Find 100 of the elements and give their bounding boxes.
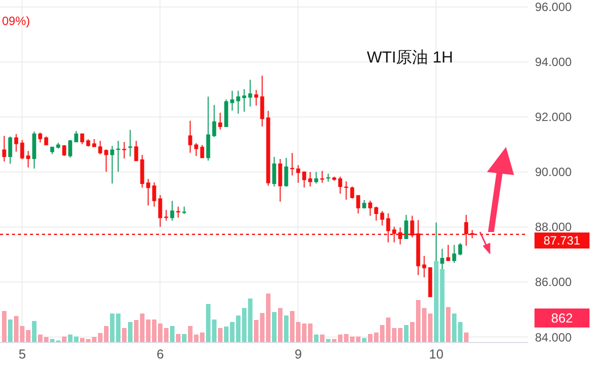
candlestick	[68, 140, 72, 158]
annotation: 09%)	[2, 14, 30, 28]
bar	[62, 336, 67, 342]
bar	[272, 312, 277, 342]
y-tick-label: 94.000	[535, 55, 572, 70]
y-tick-label: 88.000	[535, 220, 572, 234]
candlestick	[98, 140, 102, 155]
candlestick	[230, 90, 234, 112]
candlestick	[56, 142, 60, 150]
candlestick	[122, 141, 126, 159]
candlestick	[62, 144, 66, 156]
candlestick	[368, 200, 372, 216]
candlestick	[194, 142, 198, 156]
candlestick	[404, 214, 408, 240]
candlestick	[86, 138, 90, 148]
y-tick-label: 84.000	[535, 330, 572, 344]
bar	[218, 328, 223, 342]
candlestick	[296, 164, 300, 184]
candlestick	[266, 110, 270, 186]
candlestick	[248, 79, 252, 107]
bar	[170, 326, 175, 342]
candlestick	[50, 146, 54, 155]
candlestick	[92, 138, 96, 148]
candlestick	[104, 148, 108, 172]
candlestick	[452, 244, 456, 264]
candlestick	[200, 144, 204, 158]
candlestick	[110, 145, 114, 184]
candlestick	[116, 140, 120, 172]
candlestick	[260, 75, 264, 128]
candlestick	[20, 140, 24, 160]
y-tick-label: 92.000	[535, 110, 572, 124]
candlestick	[38, 132, 42, 144]
candlestick	[302, 171, 306, 188]
candlestick	[284, 157, 288, 188]
candlestick	[8, 136, 12, 164]
bar	[320, 334, 325, 342]
candlestick	[362, 200, 366, 210]
candlestick	[446, 244, 450, 262]
x-tick-label: 5	[18, 346, 26, 362]
candlestick	[218, 112, 222, 130]
ref-line-label: 87.731	[543, 234, 581, 248]
candlestick	[158, 194, 162, 228]
y-tick-label: 90.000	[535, 165, 572, 180]
candlestick	[14, 133, 18, 152]
candlestick	[188, 120, 192, 154]
candlestick	[134, 140, 138, 162]
text: 862	[551, 310, 573, 326]
candlestick	[242, 88, 246, 112]
candlestick	[374, 206, 378, 222]
candlestick	[314, 171, 318, 184]
y-tick-label: 86.000	[535, 275, 572, 290]
x-tick-label: 10	[428, 346, 444, 362]
candlestick	[428, 267, 432, 298]
candlestick	[206, 96, 210, 162]
bar	[404, 324, 409, 342]
bar	[182, 334, 187, 342]
bar	[32, 320, 37, 342]
candlestick	[164, 209, 168, 222]
candlestick	[128, 129, 132, 158]
bar	[8, 319, 13, 342]
bar	[176, 334, 181, 342]
candlestick	[176, 206, 180, 218]
candlestick	[26, 150, 30, 168]
bar	[446, 307, 451, 342]
candlestick	[212, 104, 216, 138]
candlestick	[140, 154, 144, 188]
candlestick	[44, 136, 48, 146]
candlestick	[74, 130, 78, 142]
bar	[128, 322, 133, 342]
candlestick	[350, 186, 354, 200]
candlestick	[320, 170, 324, 184]
bar	[314, 334, 319, 342]
bar	[464, 332, 469, 342]
bar	[284, 315, 289, 342]
candlestick	[458, 242, 462, 256]
candlestick	[2, 135, 6, 162]
candlestick	[338, 176, 342, 194]
x-tick-label: 6	[156, 346, 164, 362]
bar	[122, 328, 127, 342]
candlestick	[422, 255, 426, 278]
candlestick	[326, 173, 330, 182]
bar	[362, 338, 367, 342]
candlestick	[278, 158, 282, 202]
candlestick	[182, 206, 186, 215]
candlestick	[308, 171, 312, 188]
candlestick	[170, 200, 174, 222]
candlestick	[32, 131, 36, 170]
candlestick	[356, 194, 360, 214]
candlestick	[344, 180, 348, 200]
x-tick-label: 9	[294, 346, 302, 362]
bar	[2, 311, 7, 342]
candlestick	[224, 98, 228, 128]
candlestick	[254, 89, 258, 106]
candlestick	[80, 133, 84, 145]
candlestick	[332, 176, 336, 182]
candlestick	[236, 90, 240, 114]
candlestick	[152, 182, 156, 208]
text: WTI原油 1H	[366, 48, 454, 67]
candlestick	[146, 178, 150, 206]
candlestick	[380, 210, 384, 226]
